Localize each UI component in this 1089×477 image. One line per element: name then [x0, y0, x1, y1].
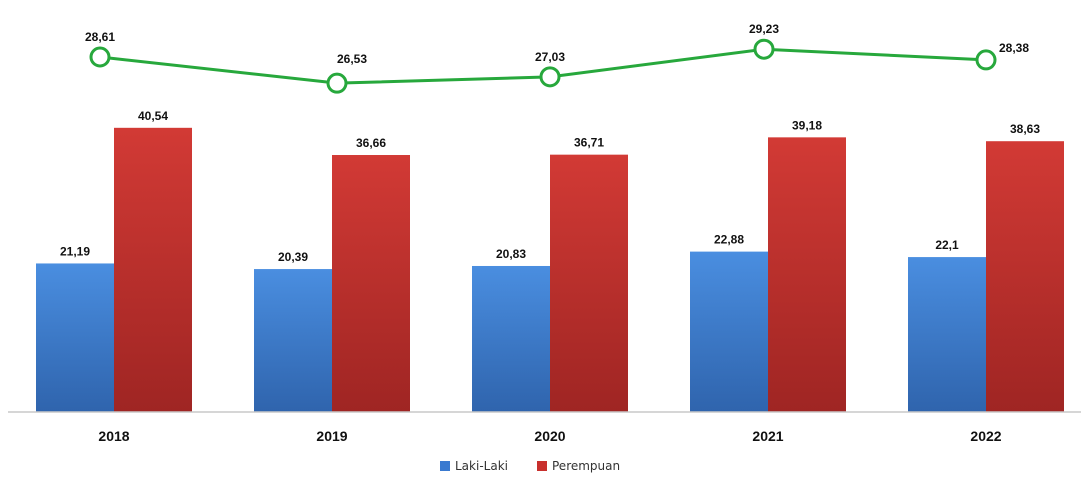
bar-perempuan-2018 [114, 127, 192, 412]
line-point-2020 [539, 66, 561, 88]
line-label-2021: 29,23 [749, 22, 779, 36]
bar-label-perempuan-2020: 36,71 [574, 136, 604, 150]
line-point-2018 [89, 46, 111, 68]
bar-label-perempuan-2021: 39,18 [792, 118, 822, 132]
bar-label-perempuan-2018: 40,54 [138, 109, 168, 123]
category-label-2021: 2021 [752, 428, 783, 444]
line-label-2022: 28,38 [999, 41, 1029, 55]
bar-perempuan-2019 [332, 155, 410, 412]
category-label-2022: 2022 [970, 428, 1001, 444]
bar-perempuan-2022 [986, 141, 1064, 412]
category-label-2020: 2020 [534, 428, 565, 444]
bar-label-laki-laki-2022: 22,1 [935, 238, 959, 252]
line-label-2019: 26,53 [337, 52, 367, 66]
bar-laki-laki-2019 [254, 269, 332, 412]
line-label-2020: 27,03 [535, 50, 565, 64]
bar-perempuan-2020 [550, 154, 628, 412]
legend-label-laki-laki: Laki-Laki [455, 459, 508, 473]
bar-laki-laki-2018 [36, 263, 114, 412]
category-label-2018: 2018 [98, 428, 129, 444]
bars-layer: 21,19 40,54 20,39 36,66 20,83 36,71 22,88 39,18… [36, 109, 1064, 412]
bar-laki-laki-2021 [690, 251, 768, 412]
line-point-2021 [753, 38, 775, 60]
bar-label-laki-laki-2020: 20,83 [496, 247, 526, 261]
line-point-2022 [975, 49, 997, 71]
legend: Laki-Laki Perempuan [440, 459, 620, 473]
legend-label-perempuan: Perempuan [552, 459, 620, 473]
bar-laki-laki-2020 [472, 265, 550, 412]
line-series-layer: 28,61 26,53 27,03 29,23 28,38 [85, 22, 1029, 94]
bar-label-laki-laki-2019: 20,39 [278, 250, 308, 264]
legend-swatch-perempuan [537, 461, 547, 471]
line-point-2019 [326, 72, 348, 94]
bar-label-perempuan-2022: 38,63 [1010, 122, 1040, 136]
bar-label-laki-laki-2021: 22,88 [714, 233, 744, 247]
bar-perempuan-2021 [768, 137, 846, 412]
bar-label-laki-laki-2018: 21,19 [60, 244, 90, 258]
legend-swatch-laki-laki [440, 461, 450, 471]
category-labels: 2018 2019 2020 2021 2022 [98, 428, 1001, 444]
category-label-2019: 2019 [316, 428, 347, 444]
bar-laki-laki-2022 [908, 257, 986, 412]
bar-label-perempuan-2019: 36,66 [356, 136, 386, 150]
line-label-2018: 28,61 [85, 30, 115, 44]
